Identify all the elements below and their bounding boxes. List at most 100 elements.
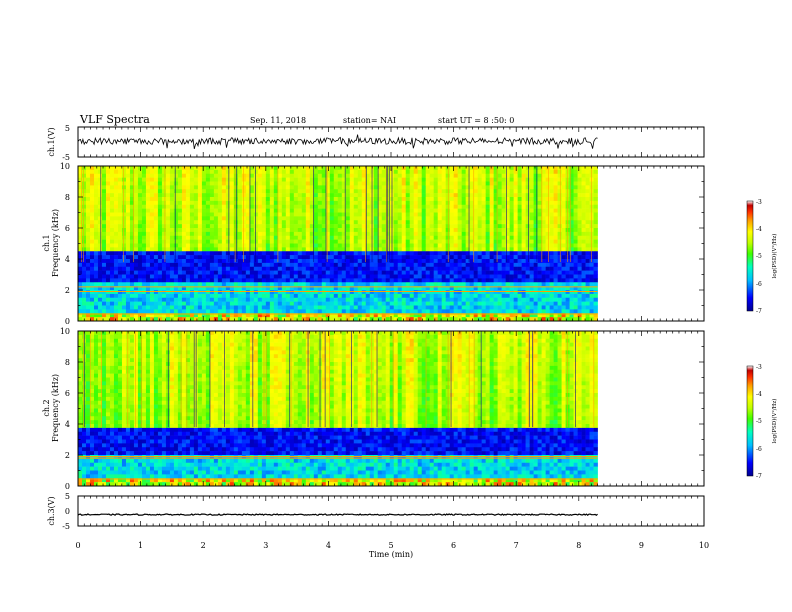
spectrogram-cell [489, 239, 494, 244]
spectrogram-cell [437, 309, 443, 314]
spectrogram-cell [537, 301, 542, 306]
spectrogram-cell [285, 166, 291, 171]
spectrogram-cell [529, 224, 534, 229]
spectrogram-cell [181, 228, 187, 233]
spectrogram-cell [505, 317, 510, 322]
spectrogram-cell [177, 181, 183, 186]
spectrogram-cell [205, 274, 211, 279]
spectrogram-cell [429, 317, 435, 322]
spectrogram-cell [233, 189, 239, 194]
spectrogram-cell [293, 309, 299, 314]
spectrogram-cell [145, 278, 151, 283]
spectrogram-cell [161, 297, 167, 302]
spectrogram-cell [477, 278, 482, 283]
spectrogram-cell [469, 216, 474, 221]
spectrogram-cell [345, 313, 351, 318]
spectrogram-cell [385, 197, 391, 202]
spectrogram-cell [505, 200, 510, 206]
spectrogram-cell [481, 251, 486, 256]
spectrogram-cell [181, 301, 187, 306]
spectrogram-cell [533, 309, 538, 314]
spectrogram-cell [385, 259, 391, 264]
spectrogram-cell [78, 278, 83, 283]
spectrogram-cell [309, 282, 315, 287]
spectrogram-cell [82, 313, 87, 318]
spectrogram-cell [505, 208, 510, 213]
spectrogram-cell [365, 305, 371, 310]
spectrogram-cell [169, 247, 175, 252]
spectrogram-cell [133, 193, 139, 198]
spectrogram-cell [385, 293, 391, 299]
spectrogram-cell [469, 259, 474, 264]
spectrogram-cell [229, 259, 235, 264]
spectrogram-cell [453, 262, 458, 268]
spectrogram-cell [85, 286, 91, 291]
spectrogram-cell [85, 305, 91, 310]
spectrogram-cell [401, 266, 407, 271]
spectrogram-cell [169, 293, 175, 299]
spectrogram-cell [349, 309, 355, 314]
spectrogram-cell [473, 251, 478, 256]
spectrogram-cell [385, 212, 391, 217]
spectrogram-cell [421, 181, 427, 186]
spectrogram-cell [125, 266, 131, 271]
spectrogram-cell [337, 317, 343, 322]
spectrogram-cell [109, 293, 115, 299]
spectrogram-cell [309, 259, 315, 264]
spectrogram-cell [365, 212, 371, 217]
spectrogram-cell [185, 216, 191, 221]
spectrogram-cell [301, 251, 307, 256]
spectrogram-cell [397, 181, 403, 186]
spectrogram-cell [213, 216, 219, 221]
spectrogram-cell [97, 286, 103, 291]
spectrogram-cell [505, 173, 510, 178]
spectrogram-cell [325, 262, 331, 268]
spectrogram-cell [289, 270, 295, 275]
spectrogram-cell [521, 243, 526, 248]
spectrogram-cell [93, 247, 99, 252]
spectrogram-cell [365, 216, 371, 221]
spectrogram-cell [381, 189, 387, 194]
spectrogram-cell [425, 309, 431, 314]
spectrogram-cell [217, 251, 223, 256]
spectrogram-cell [537, 216, 542, 221]
spectrogram-cell [249, 247, 255, 252]
spectrogram-cell [257, 293, 263, 299]
spectrogram-cell [141, 282, 147, 287]
spectrogram-cell [521, 305, 526, 310]
spectrogram-cell [509, 220, 514, 225]
spectrogram-cell [349, 181, 355, 186]
spectrogram-cell [449, 266, 454, 271]
spectrogram-cell [185, 286, 191, 291]
spectrogram-cell [381, 185, 387, 190]
spectrogram-cell [353, 173, 359, 178]
spectrogram-cell [477, 270, 482, 275]
spectrogram-cell [385, 243, 391, 248]
spectrogram-cell [125, 216, 131, 221]
spectrogram-cell [369, 278, 375, 283]
spectrogram-cell [545, 251, 550, 256]
spectrogram-cell [373, 278, 379, 283]
spectrogram-cell [537, 278, 542, 283]
spectrogram-cell [189, 204, 195, 209]
spectrogram-cell [429, 305, 435, 310]
spectrogram-cell [177, 197, 183, 202]
spectrogram-cell [381, 305, 387, 310]
spectrogram-cell [445, 208, 450, 213]
spectrogram-cell [161, 220, 167, 225]
spectrogram-cell [273, 166, 279, 171]
spectrogram-cell [473, 305, 478, 310]
spectrogram-cell [189, 197, 195, 202]
spectrogram-cell [257, 204, 263, 209]
spectrogram-cell [537, 204, 542, 209]
spectrogram-cell [377, 200, 383, 206]
spectrogram-cell [445, 293, 450, 299]
spectrogram-cell [465, 200, 470, 206]
spectrogram-cell [217, 193, 223, 198]
spectrogram-cell [421, 313, 427, 318]
spectrogram-cell [421, 177, 427, 182]
spectrogram-cell [513, 166, 518, 171]
spectrogram-cell [201, 262, 207, 268]
spectrogram-cell [425, 317, 431, 322]
spectrogram-cell [301, 181, 307, 186]
